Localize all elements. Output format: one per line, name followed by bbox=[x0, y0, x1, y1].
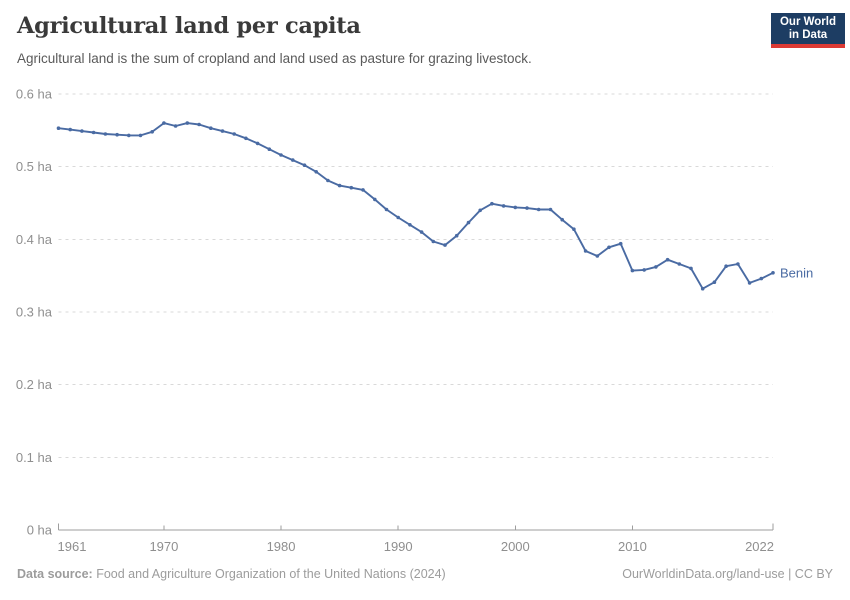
y-axis-tick-label: 0.2 ha bbox=[16, 377, 53, 392]
x-axis-tick-label: 2010 bbox=[618, 539, 647, 554]
data-point-marker[interactable] bbox=[314, 170, 319, 174]
y-axis-tick-label: 0.6 ha bbox=[16, 87, 53, 102]
data-point-marker[interactable] bbox=[454, 233, 459, 238]
data-point-marker[interactable] bbox=[361, 188, 365, 192]
data-point-marker[interactable] bbox=[408, 223, 412, 227]
x-axis-tick-label: 1980 bbox=[267, 539, 296, 554]
owid-logo-line2: in Data bbox=[788, 28, 828, 41]
data-point-marker[interactable] bbox=[712, 280, 717, 285]
owid-logo[interactable]: Our World in Data bbox=[771, 13, 845, 48]
data-point-marker[interactable] bbox=[267, 147, 272, 151]
x-axis-tick-label: 1990 bbox=[384, 539, 413, 554]
data-point-marker[interactable] bbox=[150, 130, 154, 134]
data-point-marker[interactable] bbox=[103, 132, 108, 136]
data-point-marker[interactable] bbox=[80, 129, 84, 133]
data-point-marker[interactable] bbox=[244, 136, 248, 141]
data-point-marker[interactable] bbox=[736, 262, 740, 266]
data-point-marker[interactable] bbox=[700, 286, 705, 291]
chart-subtitle: Agricultural land is the sum of cropland… bbox=[17, 51, 532, 66]
data-point-marker[interactable] bbox=[583, 249, 588, 253]
data-point-marker[interactable] bbox=[548, 207, 553, 212]
data-source-label: Data source: bbox=[17, 567, 93, 581]
series-label-benin[interactable]: Benin bbox=[780, 265, 813, 280]
data-point-marker[interactable] bbox=[560, 217, 564, 222]
data-point-marker[interactable] bbox=[630, 268, 635, 273]
data-point-marker[interactable] bbox=[337, 183, 342, 188]
data-point-marker[interactable] bbox=[197, 122, 201, 127]
data-point-marker[interactable] bbox=[607, 245, 611, 250]
x-axis-tick-label: 1970 bbox=[149, 539, 178, 554]
data-source-line: Data source: Food and Agriculture Organi… bbox=[17, 567, 446, 581]
data-point-marker[interactable] bbox=[302, 163, 307, 167]
data-point-marker[interactable] bbox=[536, 207, 541, 212]
data-point-marker[interactable] bbox=[466, 220, 471, 225]
data-point-marker[interactable] bbox=[419, 230, 424, 234]
data-point-marker[interactable] bbox=[618, 241, 623, 246]
owid-logo-line1: Our World bbox=[779, 15, 836, 28]
data-point-marker[interactable] bbox=[724, 264, 728, 269]
data-point-marker[interactable] bbox=[138, 133, 143, 138]
benin-series-line[interactable] bbox=[57, 122, 774, 290]
data-point-marker[interactable] bbox=[431, 239, 436, 244]
data-point-marker[interactable] bbox=[443, 243, 447, 247]
y-axis-tick-label: 0 ha bbox=[27, 523, 53, 538]
data-point-marker[interactable] bbox=[173, 124, 178, 128]
x-axis-tick-label: 2022 bbox=[745, 539, 774, 554]
data-point-marker[interactable] bbox=[747, 281, 752, 285]
data-point-marker[interactable] bbox=[595, 254, 600, 258]
data-point-marker[interactable] bbox=[771, 271, 775, 275]
attribution-link[interactable]: OurWorldinData.org/land-use | CC BY bbox=[622, 567, 833, 581]
data-point-marker[interactable] bbox=[220, 129, 225, 133]
data-point-marker[interactable] bbox=[279, 153, 283, 157]
y-axis-tick-label: 0.3 ha bbox=[16, 305, 53, 320]
data-point-marker[interactable] bbox=[501, 204, 506, 208]
data-point-marker[interactable] bbox=[654, 265, 658, 269]
data-point-marker[interactable] bbox=[665, 257, 670, 262]
data-point-marker[interactable] bbox=[56, 126, 61, 130]
data-point-marker[interactable] bbox=[642, 268, 646, 272]
data-point-marker[interactable] bbox=[373, 197, 377, 202]
data-point-marker[interactable] bbox=[68, 127, 72, 132]
data-point-marker[interactable] bbox=[384, 207, 389, 212]
data-point-marker[interactable] bbox=[677, 262, 682, 266]
y-axis-tick-label: 0.4 ha bbox=[16, 232, 53, 247]
chart-title: Agricultural land per capita bbox=[17, 13, 361, 39]
data-point-marker[interactable] bbox=[91, 130, 96, 135]
data-point-marker[interactable] bbox=[127, 133, 131, 138]
x-axis-tick-label: 2000 bbox=[501, 539, 530, 554]
data-point-marker[interactable] bbox=[255, 141, 260, 146]
data-point-marker[interactable] bbox=[162, 121, 166, 125]
data-point-marker[interactable] bbox=[759, 276, 764, 281]
data-point-marker[interactable] bbox=[209, 126, 213, 130]
data-point-marker[interactable] bbox=[572, 227, 576, 231]
y-axis-tick-label: 0.5 ha bbox=[16, 159, 53, 174]
x-axis-tick-label: 1961 bbox=[58, 539, 87, 554]
data-point-marker[interactable] bbox=[525, 206, 529, 210]
data-point-marker[interactable] bbox=[232, 132, 236, 136]
data-point-marker[interactable] bbox=[396, 215, 401, 220]
chart-footer: Data source: Food and Agriculture Organi… bbox=[17, 567, 833, 581]
data-point-marker[interactable] bbox=[490, 201, 494, 206]
data-point-marker[interactable] bbox=[349, 185, 354, 190]
data-source-text: Food and Agriculture Organization of the… bbox=[92, 567, 446, 581]
data-point-marker[interactable] bbox=[478, 208, 483, 213]
data-point-marker[interactable] bbox=[689, 266, 693, 271]
data-point-marker[interactable] bbox=[185, 121, 190, 125]
y-axis-tick-label: 0.1 ha bbox=[16, 450, 53, 465]
data-point-marker[interactable] bbox=[291, 158, 295, 162]
data-point-marker[interactable] bbox=[326, 178, 330, 183]
data-point-marker[interactable] bbox=[115, 132, 119, 137]
data-point-marker[interactable] bbox=[513, 205, 518, 210]
